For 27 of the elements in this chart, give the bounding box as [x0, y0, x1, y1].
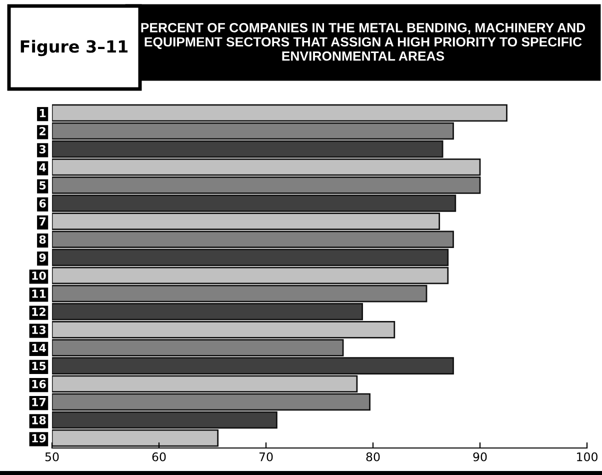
- x-tick-label: 80: [366, 452, 380, 462]
- x-tick-label: 100: [577, 452, 598, 462]
- y-tick-label: 9: [39, 253, 46, 262]
- y-tick-label: 19: [32, 434, 46, 442]
- y-tick-label: 11: [32, 290, 46, 298]
- x-tick-label: 50: [45, 452, 59, 462]
- x-tick-label: 90: [473, 452, 487, 462]
- y-tick-label: 14: [32, 344, 46, 352]
- y-tick-label: 18: [32, 416, 46, 424]
- y-tick-label: 15: [32, 362, 46, 370]
- y-tick-label: 5: [40, 181, 46, 190]
- y-tick-label: 7: [39, 217, 46, 226]
- y-tick-label: 10: [32, 271, 46, 280]
- y-tick-label: 1: [40, 109, 46, 118]
- y-tick-label: 13: [32, 326, 46, 334]
- x-tick-label: 60: [152, 452, 166, 462]
- y-tick-label: 8: [39, 235, 46, 244]
- y-tick-label: 3: [39, 145, 46, 154]
- y-tick-label: 6: [39, 199, 46, 208]
- y-tick-label: 17: [32, 398, 46, 406]
- x-tick-label: 70: [259, 452, 273, 462]
- y-tick-label: 12: [32, 308, 46, 316]
- chart-title: PERCENT OF COMPANIES IN THE METAL BENDING, MACHINERY AND EQUIPMENT SECTORS THAT ASSIGN A HIGH PRIORITY TO SPECIFIC ENVIRONMENTAL AREAS: [141, 22, 586, 61]
- caption: Figure 3–11: [20, 40, 128, 56]
- y-tick-label: 4: [39, 163, 46, 172]
- y-tick-label: 16: [32, 380, 46, 388]
- y-tick-label: 2: [40, 126, 46, 136]
